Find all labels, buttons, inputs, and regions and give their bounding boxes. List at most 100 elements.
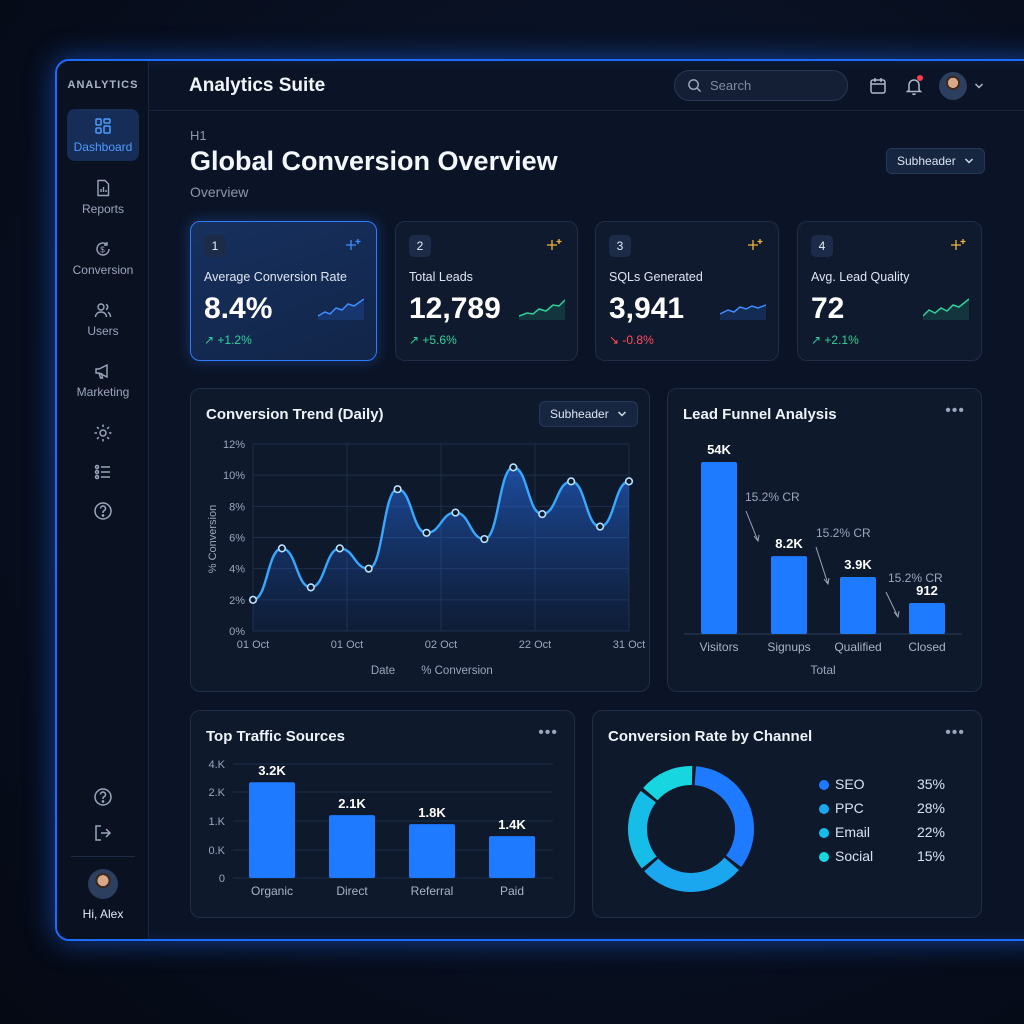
funnel-bar <box>701 462 737 634</box>
kpi-label: Total Leads <box>409 270 473 284</box>
x-axis-label: Date <box>371 665 395 677</box>
dropdown-label: Subheader <box>897 154 956 168</box>
lead-funnel-chart: 54K Visitors 8.2K Signups 3.9K Qualified 912 Cl… <box>684 442 962 677</box>
sidebar-item-marketing[interactable]: Marketing <box>67 354 139 406</box>
y-axis-label: % Conversion <box>207 505 219 573</box>
support-icon[interactable] <box>93 787 113 807</box>
sidebar-item-label: Marketing <box>76 384 130 399</box>
funnel-bar <box>771 556 807 634</box>
y-tick-label: 2.K <box>208 787 225 799</box>
dashboard-icon <box>95 117 111 134</box>
legend-value: 28% <box>917 800 945 816</box>
kpi-sparkline <box>519 299 565 320</box>
panel-title: Top Traffic Sources <box>206 728 345 745</box>
header-avatar[interactable] <box>939 72 967 100</box>
x-tick-label: 31 Oct <box>613 639 645 651</box>
donut-slice <box>628 790 657 869</box>
category-label: Visitors <box>699 640 738 654</box>
kpi-card-lead-quality[interactable]: 4 Avg. Lead Quality 72 ↗ +2.1% <box>797 221 982 361</box>
sidebar-item-label: Dashboard <box>73 139 133 154</box>
chevron-down-icon[interactable] <box>974 82 984 90</box>
channel-donut-chart: SEO 35% PPC 28% Email 22% Social 15% <box>628 766 945 892</box>
data-point <box>509 463 518 472</box>
dropdown-label: Subheader <box>550 407 609 421</box>
more-options-icon[interactable]: ••• <box>945 402 965 419</box>
sidebar-item-dashboard[interactable]: Dashboard <box>67 109 139 161</box>
sidebar-avatar[interactable] <box>88 869 118 899</box>
kpi-delta: ↗ +1.2% <box>204 333 252 347</box>
conversion-arrow <box>885 591 899 618</box>
legend-value: 15% <box>917 848 945 864</box>
y-tick-label: 0% <box>229 626 245 638</box>
x-tick-label: 01 Oct <box>237 639 269 651</box>
kpi-index: 2 <box>409 235 431 257</box>
more-options-icon[interactable]: ••• <box>945 724 965 741</box>
category-label: Signups <box>767 640 810 654</box>
sidebar: ANALYTICS Dashboard Reports $ Conversion… <box>57 61 149 939</box>
conversion-rate-label: 15.2% CR <box>888 571 943 585</box>
kpi-sparkline <box>318 298 364 320</box>
notification-dot <box>917 75 923 81</box>
legend-label: PPC <box>835 800 864 816</box>
conversion-trend-chart: 0% 2% 4% 6% 8% 10% 12% 01 Oct 01 Oct 02 Oct 22 Oct… <box>207 439 645 677</box>
y-tick-label: 0 <box>219 873 225 885</box>
logout-icon[interactable] <box>93 823 113 843</box>
y-tick-label: 2% <box>229 595 245 607</box>
calendar-icon[interactable] <box>868 76 888 96</box>
bar-value-label: 54K <box>707 442 731 457</box>
trend-subheader-dropdown[interactable]: Subheader <box>539 401 638 427</box>
x-tick-label: 02 Oct <box>425 639 457 651</box>
funnel-bar <box>909 603 945 634</box>
reports-icon <box>97 179 110 196</box>
chevron-down-icon <box>964 158 973 164</box>
data-point <box>624 477 634 486</box>
kpi-card-total-leads[interactable]: 2 Total Leads 12,789 ↗ +5.6% <box>395 221 578 361</box>
kpi-value: 3,941 <box>609 292 685 325</box>
panel-title: Conversion Rate by Channel <box>608 728 813 745</box>
y-tick-label: 6% <box>229 533 245 545</box>
kpi-value: 12,789 <box>409 292 501 325</box>
data-point <box>277 544 287 553</box>
legend-swatch <box>819 852 829 862</box>
arrow-head <box>753 534 760 543</box>
users-icon <box>94 302 112 317</box>
y-tick-label: 4.K <box>208 759 225 771</box>
data-point <box>480 534 489 544</box>
sidebar-item-conversion[interactable]: $ Conversion <box>67 232 139 284</box>
notification-button[interactable] <box>904 75 924 96</box>
more-options-icon[interactable]: ••• <box>538 724 558 741</box>
bar-value-label: 3.9K <box>844 557 872 572</box>
kpi-card-sqls-generated[interactable]: 3 SQLs Generated 3,941 ↘ -0.8% <box>595 221 779 361</box>
app-window: ANALYTICS Dashboard Reports $ Conversion… <box>55 59 1024 941</box>
help-icon[interactable] <box>93 501 113 521</box>
channel-conversion-panel: Conversion Rate by Channel ••• SEO 35% PPC… <box>592 710 982 918</box>
arrow-head <box>893 610 900 619</box>
app-title: Analytics Suite <box>189 75 326 96</box>
sidebar-item-users[interactable]: Users <box>67 293 139 345</box>
legend-value: 35% <box>917 776 945 792</box>
subheader-dropdown[interactable]: Subheader <box>886 148 985 174</box>
top-bar: Analytics Suite <box>149 61 1024 111</box>
y-tick-label: 12% <box>223 439 245 451</box>
traffic-bar <box>249 782 295 878</box>
search-box[interactable] <box>674 70 848 101</box>
data-point <box>393 485 402 494</box>
panel-title: Lead Funnel Analysis <box>683 406 837 423</box>
search-icon <box>688 79 702 93</box>
kpi-delta: ↘ -0.8% <box>609 333 654 347</box>
search-input[interactable] <box>710 78 830 93</box>
sidebar-item-reports[interactable]: Reports <box>67 171 139 223</box>
donut-slice <box>643 766 693 801</box>
bar-value-label: 3.2K <box>258 763 286 778</box>
kpi-card-conversion-rate[interactable]: 1 Average Conversion Rate 8.4% ↗ +1.2% <box>190 221 377 361</box>
kpi-index: 1 <box>204 235 226 257</box>
settings-icon[interactable] <box>93 423 113 443</box>
category-label: Organic <box>251 884 293 898</box>
sparkle-icon <box>346 239 361 250</box>
conversion-rate-label: 15.2% CR <box>745 490 800 504</box>
y-tick-label: 1.K <box>208 816 225 828</box>
lead-funnel-panel: Lead Funnel Analysis ••• 54K Visitors 8.2K… <box>667 388 982 692</box>
data-point <box>364 564 373 573</box>
marketing-icon <box>95 363 108 379</box>
list-icon[interactable] <box>93 462 113 482</box>
